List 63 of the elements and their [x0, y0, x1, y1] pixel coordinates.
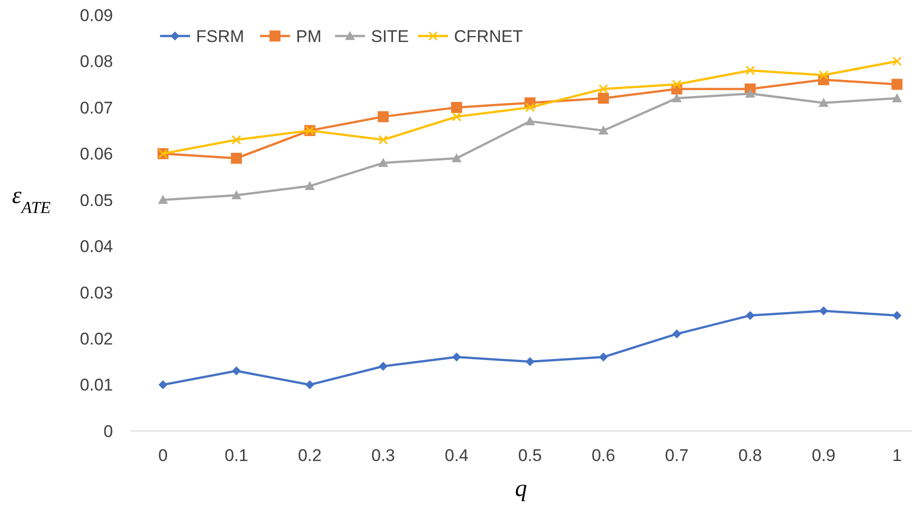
- point: [525, 102, 535, 112]
- y-axis-title: ε$_{ATE}$: [12, 183, 51, 216]
- point: [378, 158, 388, 167]
- point: [378, 135, 388, 145]
- y-tick-label: 0.06: [80, 144, 113, 164]
- y-tick-label: 0.02: [80, 330, 113, 349]
- point: [745, 66, 755, 76]
- point: [232, 135, 242, 145]
- x-tick-label: 0.7: [664, 446, 689, 465]
- point: [892, 56, 902, 66]
- y-tick-label: 0.09: [80, 6, 113, 25]
- x-tick-label: 0: [158, 446, 168, 465]
- legend-label: CFRNET: [454, 26, 523, 46]
- point: [598, 92, 609, 104]
- point: [451, 102, 462, 113]
- legend-label: PM: [296, 26, 322, 46]
- x-tick-label: 0.5: [518, 446, 542, 465]
- x-tick-label: 0.4: [444, 446, 468, 465]
- x-tick-label: 0.2: [298, 446, 322, 465]
- x-tick-label: 0.3: [371, 446, 396, 465]
- point: [672, 93, 682, 102]
- point: [378, 111, 389, 122]
- point: [598, 84, 608, 94]
- point: [158, 194, 168, 204]
- x-tick-label: 0.8: [738, 446, 762, 465]
- point: [818, 70, 828, 80]
- y-tick-label: 0.08: [80, 52, 113, 72]
- point: [672, 80, 682, 90]
- point: [892, 78, 902, 90]
- point: [526, 357, 534, 366]
- point: [452, 112, 462, 122]
- point: [598, 126, 608, 135]
- legend-label: SITE: [371, 26, 409, 46]
- point: [818, 98, 829, 107]
- point: [378, 362, 388, 371]
- y-tick-label: 0.05: [80, 190, 113, 210]
- point: [525, 116, 535, 126]
- point: [452, 153, 462, 162]
- point: [452, 352, 462, 362]
- point: [892, 93, 902, 102]
- y-tick-label: 0.07: [80, 98, 113, 118]
- y-tick-label: 0.01: [80, 376, 113, 395]
- point: [230, 152, 242, 164]
- x-tick-label: 0.6: [592, 446, 616, 465]
- legend-label: FSRM: [196, 26, 244, 46]
- point: [305, 380, 314, 390]
- point: [304, 181, 315, 190]
- y-tick-label: 0.04: [80, 237, 113, 256]
- x-tick-label: 0.1: [224, 446, 248, 465]
- y-tick-label: 0.03: [80, 283, 113, 302]
- point: [892, 310, 902, 320]
- point: [598, 352, 608, 362]
- point: [672, 329, 682, 338]
- point: [232, 366, 241, 376]
- point: [819, 306, 828, 316]
- x-axis-title: q: [515, 476, 527, 502]
- x-tick-label: 0.9: [812, 446, 836, 465]
- point: [745, 88, 756, 98]
- y-tick-label: 0: [104, 422, 113, 441]
- x-tick-label: 1: [892, 446, 902, 465]
- point: [158, 380, 168, 390]
- point: [231, 190, 242, 200]
- point: [746, 310, 755, 320]
